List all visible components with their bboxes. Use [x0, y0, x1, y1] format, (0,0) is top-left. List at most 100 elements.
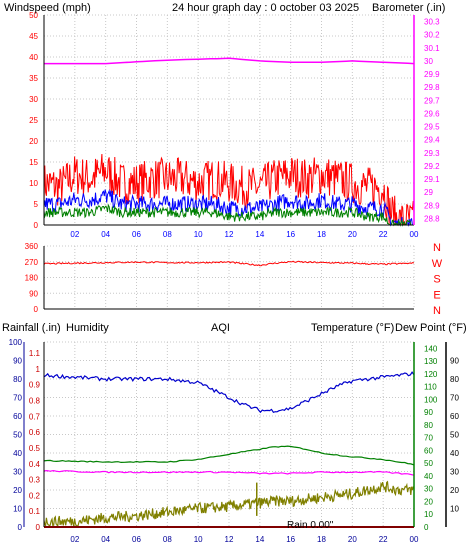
compass-label: E — [433, 289, 440, 301]
wind-tick-label: 0 — [34, 221, 39, 230]
compass-label: N — [433, 242, 441, 254]
temperature-tick-label: 0 — [424, 523, 429, 532]
wind-tick-label: 10 — [29, 179, 38, 188]
baro-tick-label: 30.3 — [424, 18, 440, 27]
dewpoint-tick-label: 80 — [450, 375, 459, 384]
wind-tick-label: 15 — [29, 158, 38, 167]
dewpoint-tick-label: 70 — [450, 394, 459, 403]
time-tick-label: 22 — [379, 230, 388, 239]
bottom-time-tick-label: 06 — [132, 535, 141, 544]
baro-tick-label: 29.9 — [424, 70, 440, 79]
direction-tick-label: 180 — [25, 274, 39, 283]
dewpoint-tick-label: 90 — [450, 357, 459, 366]
aqi-label: AQI — [211, 322, 230, 334]
direction-tick-label: 90 — [29, 289, 38, 298]
series-humidity — [43, 371, 415, 414]
wind-tick-label: 35 — [29, 74, 38, 83]
baro-tick-label: 28.9 — [424, 201, 440, 210]
bottom-time-tick-label: 10 — [194, 535, 203, 544]
rain-tick-label: 0.2 — [29, 491, 41, 500]
direction-tick-label: 270 — [25, 258, 39, 267]
series-dew-point — [43, 469, 415, 476]
rain-tick-label: 0.3 — [29, 476, 41, 485]
temperature-tick-label: 10 — [424, 510, 433, 519]
baro-tick-label: 30.1 — [424, 44, 440, 53]
wind-tick-label: 50 — [29, 11, 38, 20]
series-average — [43, 188, 414, 227]
bottom-time-tick-label: 00 — [410, 535, 419, 544]
wind-tick-label: 20 — [29, 137, 38, 146]
baro-tick-label: 29.4 — [424, 136, 440, 145]
temperature-tick-label: 120 — [424, 370, 438, 379]
baro-tick-label: 29.6 — [424, 109, 440, 118]
humidity-tick-label: 30 — [13, 468, 22, 477]
rain-tick-label: 0.8 — [29, 397, 41, 406]
baro-tick-label: 29 — [424, 188, 433, 197]
wind-tick-label: 40 — [29, 53, 38, 62]
rain-tick-label: 0.4 — [29, 460, 41, 469]
baro-tick-label: 28.8 — [424, 214, 440, 223]
humidity-tick-label: 80 — [13, 375, 22, 384]
temperature-label: Temperature (°F) — [311, 322, 394, 334]
temperature-tick-label: 20 — [424, 497, 433, 506]
rain-tick-label: 0.5 — [29, 444, 41, 453]
graph-title: 24 hour graph day : 0 october 03 2025 — [172, 2, 359, 14]
series-windspeed — [43, 153, 415, 226]
windspeed-label: Windspeed (mph) — [4, 2, 91, 14]
humidity-tick-label: 100 — [9, 338, 23, 347]
series-wind-direction — [43, 260, 415, 267]
humidity-tick-label: 40 — [13, 449, 22, 458]
dewpoint-tick-label: 20 — [450, 486, 459, 495]
time-tick-label: 16 — [286, 230, 295, 239]
time-tick-label: 20 — [348, 230, 357, 239]
rainfall-label: Rainfall (.in) — [2, 322, 61, 334]
temperature-tick-label: 50 — [424, 459, 433, 468]
rain-tick-label: 0.1 — [29, 507, 41, 516]
bottom-time-tick-label: 16 — [286, 535, 295, 544]
baro-tick-label: 29.8 — [424, 83, 440, 92]
humidity-label: Humidity — [66, 322, 109, 334]
wind-tick-label: 30 — [29, 95, 38, 104]
baro-tick-label: 30 — [424, 57, 433, 66]
time-tick-label: 08 — [163, 230, 172, 239]
temperature-tick-label: 90 — [424, 408, 433, 417]
temperature-tick-label: 60 — [424, 446, 433, 455]
dewpoint-label: Dew Point (°F) — [395, 322, 466, 334]
temperature-tick-label: 130 — [424, 357, 438, 366]
time-tick-label: 10 — [194, 230, 203, 239]
rain-tick-label: 1 — [36, 365, 41, 374]
temperature-tick-label: 30 — [424, 485, 433, 494]
time-tick-label: 04 — [101, 230, 110, 239]
time-tick-label: 02 — [70, 230, 79, 239]
rain-tick-label: 0.6 — [29, 428, 41, 437]
time-tick-label: 18 — [317, 230, 326, 239]
baro-tick-label: 29.7 — [424, 96, 440, 105]
rain-tick-label: 0 — [36, 523, 41, 532]
bottom-time-tick-label: 08 — [163, 535, 172, 544]
dewpoint-tick-label: 40 — [450, 449, 459, 458]
baro-tick-label: 29.3 — [424, 149, 440, 158]
series-gust — [43, 203, 414, 227]
temperature-tick-label: 140 — [424, 344, 438, 353]
wind-tick-label: 5 — [34, 200, 39, 209]
baro-tick-label: 29.2 — [424, 162, 440, 171]
compass-label: S — [433, 274, 440, 286]
series-aqi — [43, 480, 415, 529]
temperature-tick-label: 40 — [424, 472, 433, 481]
compass-label: N — [433, 305, 441, 317]
dewpoint-tick-label: 60 — [450, 412, 459, 421]
time-tick-label: 14 — [255, 230, 264, 239]
temperature-tick-label: 80 — [424, 421, 433, 430]
bottom-time-tick-label: 04 — [101, 535, 110, 544]
rain-total-text: Rain 0.00" — [287, 520, 334, 531]
wind-tick-label: 45 — [29, 32, 38, 41]
rain-tick-label: 0.7 — [29, 412, 41, 421]
humidity-tick-label: 20 — [13, 486, 22, 495]
barometer-label: Barometer (.in) — [372, 2, 445, 14]
temperature-tick-label: 70 — [424, 434, 433, 443]
baro-tick-label: 29.5 — [424, 123, 440, 132]
humidity-tick-label: 10 — [13, 505, 22, 514]
baro-tick-label: 29.1 — [424, 175, 440, 184]
bottom-time-tick-label: 18 — [317, 535, 326, 544]
